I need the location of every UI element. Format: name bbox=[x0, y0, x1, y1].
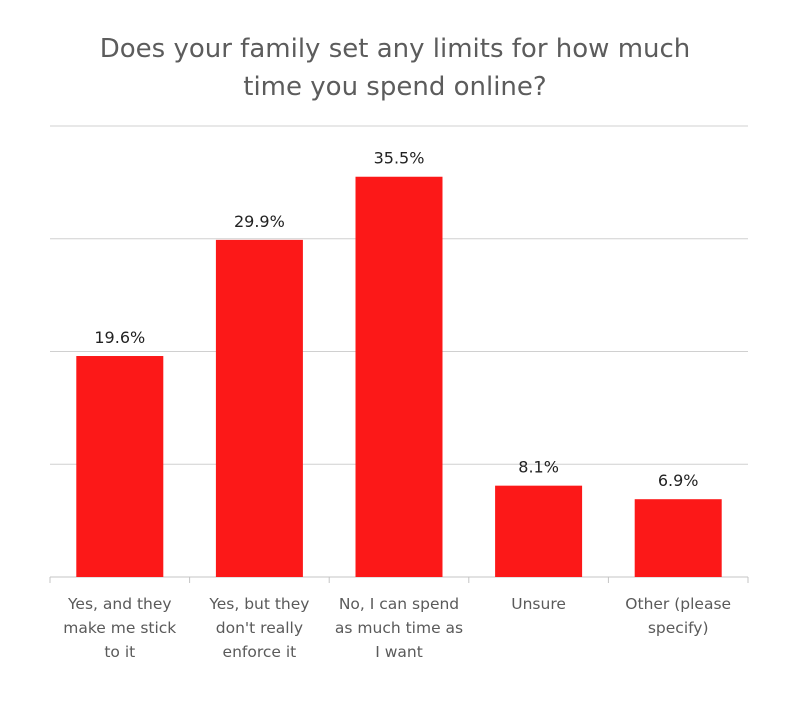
bar bbox=[76, 356, 164, 577]
category-label: No, I can spend as much time as I want bbox=[334, 595, 464, 661]
category-label: Unsure bbox=[511, 595, 566, 613]
bar bbox=[634, 499, 722, 577]
category-label: Yes, and they make me stick to it bbox=[63, 595, 177, 661]
bar bbox=[215, 239, 303, 577]
data-label: 6.9% bbox=[658, 471, 699, 490]
chart-title: Does your family set any limits for how … bbox=[99, 34, 691, 102]
bar bbox=[495, 485, 583, 577]
data-label: 35.5% bbox=[374, 149, 425, 168]
category-label: Yes, but they don't really enforce it bbox=[209, 595, 310, 661]
data-label: 19.6% bbox=[94, 328, 145, 347]
category-label: Other (please specify) bbox=[625, 595, 732, 637]
data-label: 29.9% bbox=[234, 212, 285, 231]
bar bbox=[355, 176, 443, 578]
data-label: 8.1% bbox=[518, 458, 559, 477]
